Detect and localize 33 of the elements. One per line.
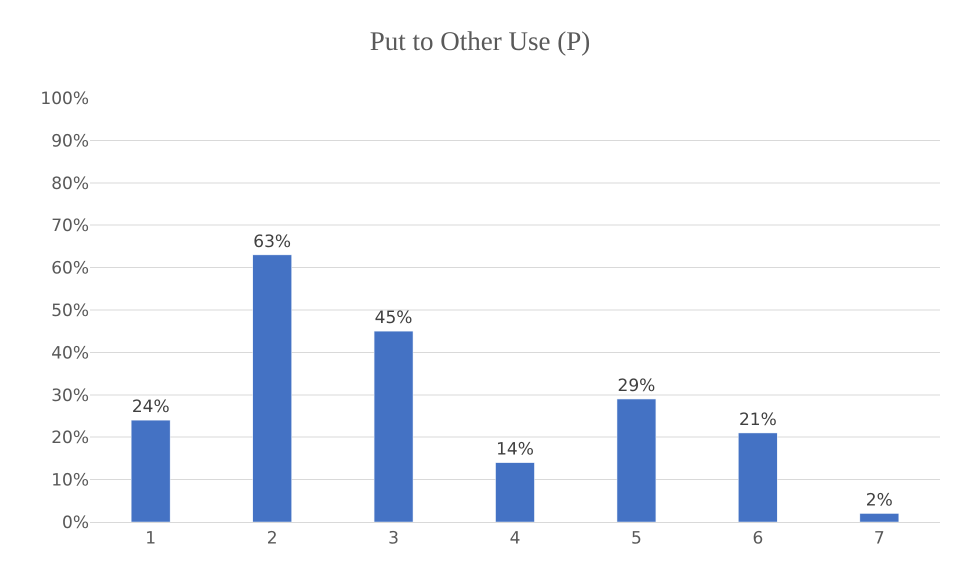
data-label: 21% — [738, 410, 777, 430]
y-tick-label: 60% — [51, 258, 89, 279]
x-tick-label: 1 — [145, 528, 156, 548]
bar — [495, 462, 535, 522]
data-label: 2% — [866, 490, 893, 511]
y-tick-label: 70% — [51, 216, 89, 236]
bar — [616, 398, 656, 522]
x-tick-label: 7 — [874, 528, 885, 548]
x-tick-label: 3 — [388, 528, 399, 548]
y-tick-label: 10% — [51, 470, 89, 491]
x-tick-label: 5 — [631, 528, 642, 548]
data-label: 29% — [618, 376, 656, 396]
data-label: 63% — [253, 232, 292, 252]
bar — [860, 513, 899, 522]
y-tick-label: 0% — [62, 512, 89, 533]
y-tick-label: 80% — [51, 174, 89, 194]
bar — [374, 330, 414, 522]
y-tick-label: 40% — [51, 343, 89, 364]
y-tick-label: 100% — [40, 88, 89, 109]
y-tick-label: 20% — [51, 428, 89, 448]
bar — [252, 254, 292, 522]
y-tick-label: 50% — [51, 300, 89, 321]
x-tick-label: 6 — [752, 528, 764, 548]
x-tick-label: 4 — [510, 528, 520, 548]
y-tick-label: 30% — [51, 386, 89, 406]
chart-title: Put to Other Use (P) — [370, 26, 590, 56]
bar — [131, 420, 170, 522]
data-label: 45% — [374, 308, 412, 328]
bar — [738, 432, 778, 522]
x-tick-label: 2 — [266, 528, 278, 548]
data-label: 24% — [132, 397, 170, 418]
data-label: 14% — [496, 440, 534, 460]
y-tick-label: 90% — [51, 131, 89, 152]
